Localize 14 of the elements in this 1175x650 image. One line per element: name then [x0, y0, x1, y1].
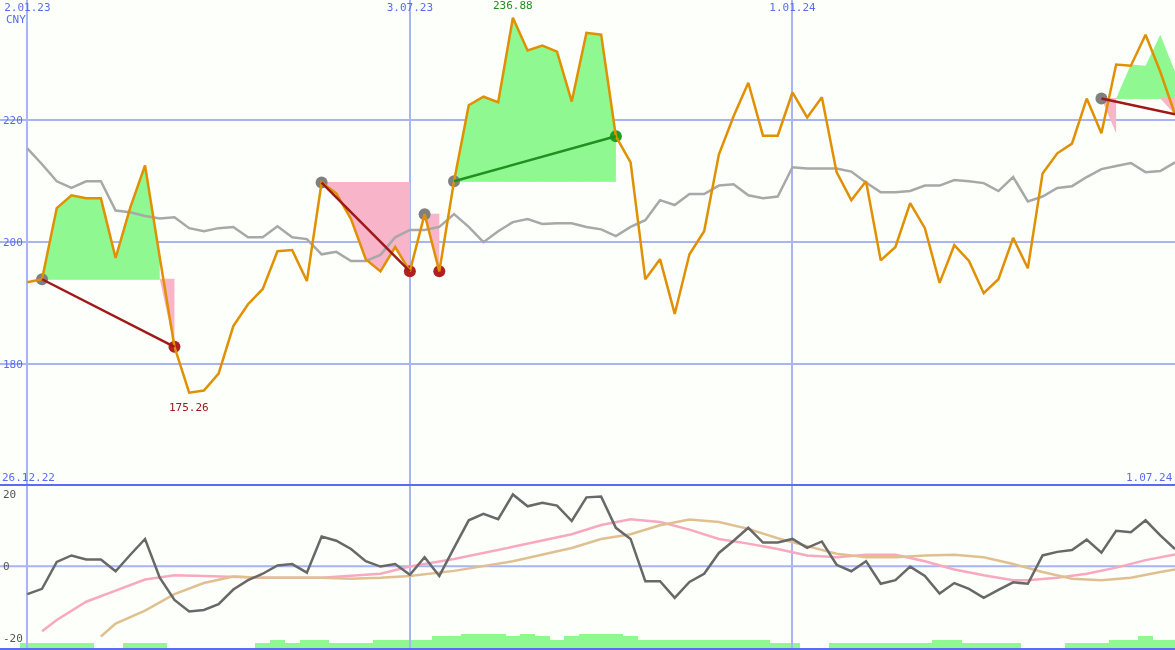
- y-tick-label: 20: [3, 488, 17, 502]
- y-tick-label: 220: [3, 114, 23, 128]
- y-axis-title: CNY: [6, 13, 27, 26]
- x-tick-label: 3.07.23: [386, 0, 434, 14]
- y-tick-label: 200: [3, 235, 23, 249]
- annotation: 236.88: [493, 0, 533, 12]
- annotation: 26.12.22: [2, 471, 55, 484]
- y-tick-label: -20: [3, 631, 23, 645]
- y-tick-label: 0: [3, 560, 10, 574]
- annotation: 1.07.24: [1126, 471, 1173, 484]
- annotation: 175.26: [169, 401, 209, 414]
- x-tick-label: 2.01.23: [4, 0, 51, 14]
- y-tick-label: 180: [3, 357, 23, 371]
- x-tick-label: 1.01.24: [769, 0, 816, 14]
